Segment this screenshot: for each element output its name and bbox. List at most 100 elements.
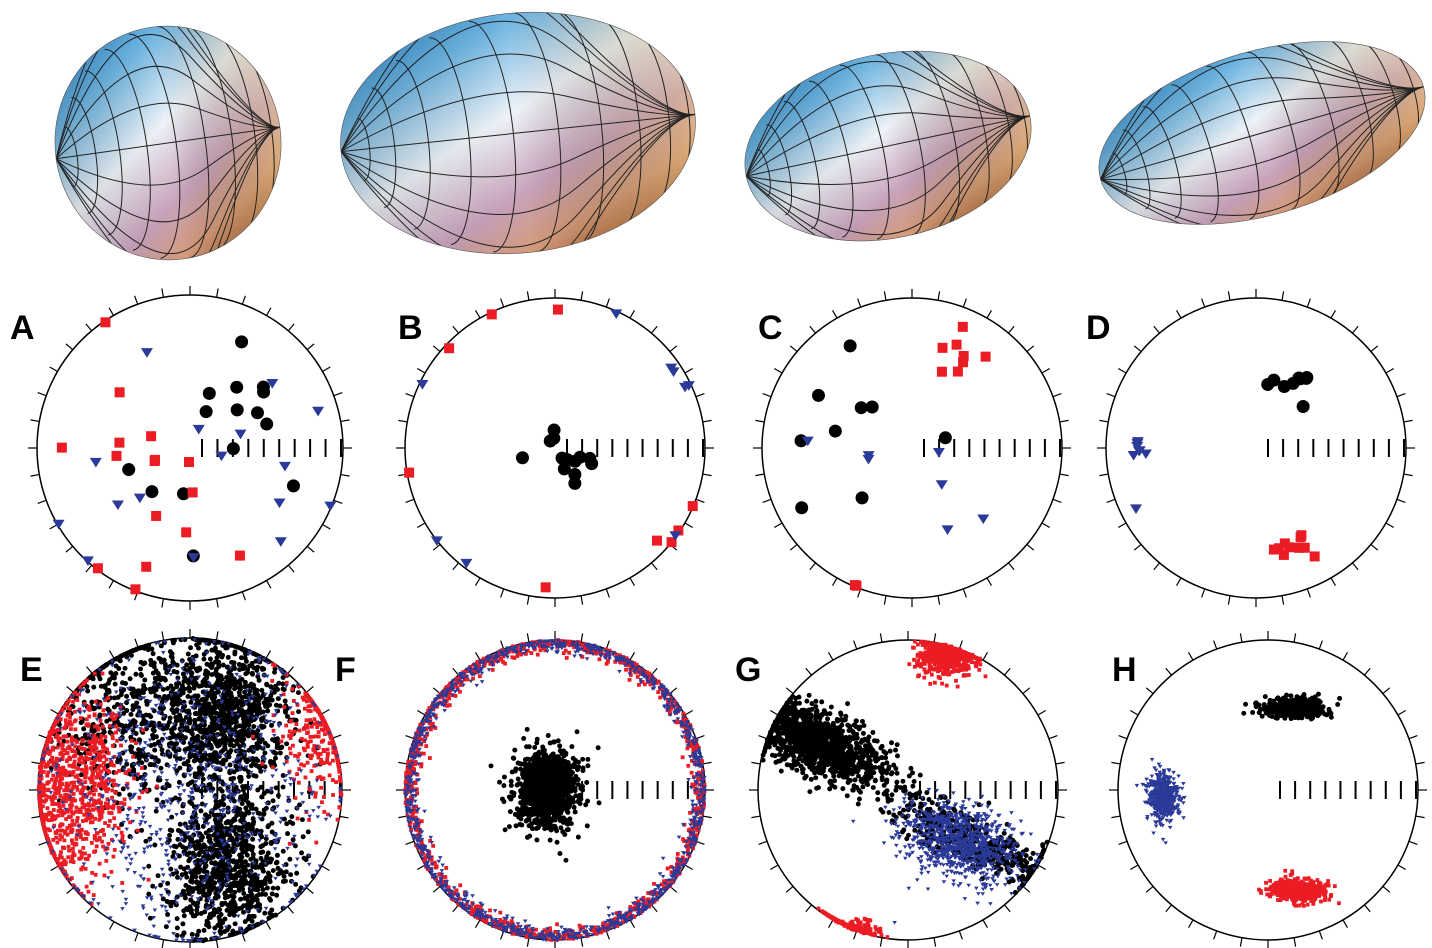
point-circle <box>214 820 219 825</box>
point-square <box>59 742 63 746</box>
point-circle <box>220 902 225 907</box>
point-square <box>300 737 304 741</box>
point-square <box>66 833 70 837</box>
point-square <box>76 816 80 820</box>
point-square <box>59 822 63 826</box>
point-circle <box>202 928 207 933</box>
point-circle <box>156 873 161 878</box>
point-square <box>110 712 114 716</box>
net-tick <box>630 310 635 318</box>
point-triangle <box>324 502 336 512</box>
point-square <box>313 795 317 799</box>
point-circle <box>240 695 245 700</box>
net-tick <box>476 310 481 318</box>
point-square <box>69 727 73 731</box>
point-circle <box>262 911 267 916</box>
point-triangle <box>126 846 131 850</box>
net-tick <box>333 842 341 845</box>
point-circle <box>168 828 173 833</box>
point-circle <box>148 714 153 719</box>
point-circle <box>237 775 242 780</box>
point-square <box>320 740 324 744</box>
point-square <box>81 682 85 686</box>
point-square <box>54 836 58 840</box>
net-tick <box>476 652 481 660</box>
net-tick <box>67 687 74 693</box>
point-triangle <box>159 771 164 775</box>
point-square <box>652 536 662 546</box>
point-square <box>84 803 88 807</box>
point-square <box>151 511 161 521</box>
point-circle <box>131 767 136 772</box>
point-circle <box>85 689 90 694</box>
point-square <box>1300 543 1310 553</box>
point-triangle <box>145 896 150 900</box>
point-circle <box>170 697 175 702</box>
point-circle <box>229 720 234 725</box>
point-square <box>102 754 106 758</box>
point-square <box>59 737 63 741</box>
point-square <box>40 817 44 821</box>
point-circle <box>207 915 212 920</box>
point-square <box>322 761 326 765</box>
point-square <box>134 741 138 745</box>
point-circle <box>199 849 204 854</box>
point-square <box>47 795 51 799</box>
point-square <box>55 757 59 761</box>
net-tick <box>581 596 583 605</box>
point-square <box>328 773 332 777</box>
point-circle <box>183 747 188 752</box>
net-tick <box>322 866 330 871</box>
net-tick <box>476 920 481 928</box>
point-triangle <box>154 642 159 646</box>
point-circle <box>214 861 219 866</box>
net-tick <box>1053 394 1061 397</box>
point-square <box>93 836 97 840</box>
net-tick <box>51 710 59 715</box>
point-circle <box>207 888 212 893</box>
point-square <box>137 796 141 800</box>
point-square <box>91 779 95 783</box>
point-circle <box>240 801 245 806</box>
point-square <box>64 829 68 833</box>
point-circle <box>225 819 230 824</box>
point-square <box>111 744 115 748</box>
net-tick <box>1371 544 1378 550</box>
panel-label: D <box>1086 309 1111 347</box>
point-square <box>89 816 93 820</box>
net-tick <box>1404 420 1413 422</box>
panel-label: H <box>1112 651 1137 689</box>
ellipsoid-tint <box>328 0 707 271</box>
point-square <box>331 778 335 782</box>
net-tick <box>606 589 609 597</box>
point-square <box>310 769 314 773</box>
point-triangle <box>203 805 208 809</box>
point-circle <box>250 672 255 677</box>
point-square <box>317 735 321 739</box>
point-square <box>87 715 91 719</box>
point-square <box>67 699 71 703</box>
point-circle <box>250 845 255 850</box>
point-square <box>104 788 108 792</box>
point-square <box>68 804 72 808</box>
point-square <box>938 343 948 353</box>
point-circle <box>223 833 228 838</box>
point-circle <box>795 501 808 514</box>
point-square <box>127 768 131 772</box>
point-circle <box>197 890 202 895</box>
point-circle <box>128 676 133 681</box>
point-square <box>47 735 51 739</box>
net-tick <box>703 816 712 818</box>
point-square <box>113 824 117 828</box>
point-circle <box>207 839 212 844</box>
point-circle <box>259 688 264 693</box>
point-triangle <box>124 857 129 861</box>
point-circle <box>812 389 825 402</box>
point-square <box>106 802 110 806</box>
point-circle <box>281 785 286 790</box>
point-triangle <box>193 425 205 435</box>
point-circle <box>230 381 243 394</box>
point-circle <box>300 817 305 822</box>
net-tick <box>1397 499 1405 502</box>
point-circle <box>218 706 223 711</box>
